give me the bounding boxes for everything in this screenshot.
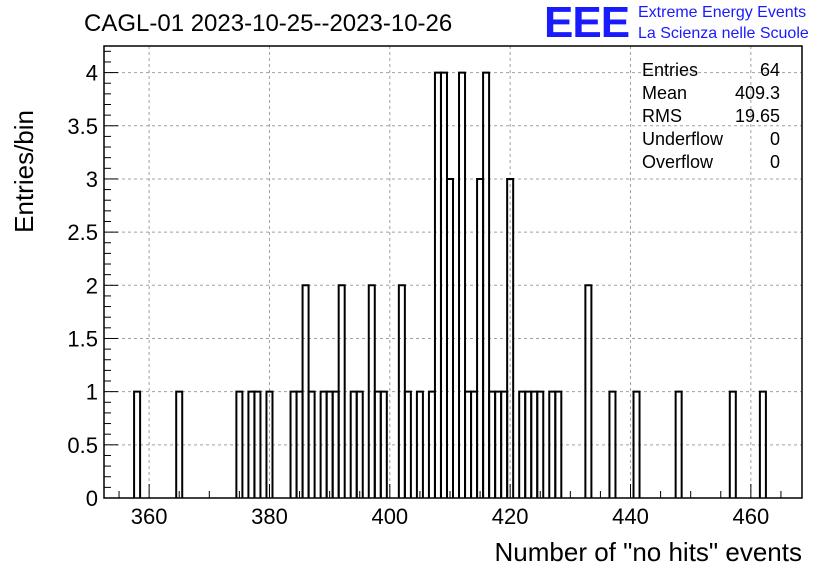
y-axis-label: Entries/bin — [4, 110, 44, 233]
stat-row-overflow: Overflow 0 — [642, 151, 780, 174]
histogram-bar — [175, 390, 184, 498]
histogram-bar — [355, 390, 364, 498]
histogram-bar — [379, 390, 388, 498]
stat-row-mean: Mean 409.3 — [642, 82, 780, 105]
stat-row-underflow: Underflow 0 — [642, 128, 780, 151]
y-tick-label: 2 — [86, 273, 98, 298]
stat-value: 19.65 — [734, 106, 780, 126]
stat-value: 0 — [769, 129, 780, 149]
eee-logo: EEE Extreme Energy Events La Scienza nel… — [544, 0, 834, 48]
logo-text-line1: Extreme Energy Events — [638, 4, 807, 21]
y-tick-label: 1.5 — [67, 326, 98, 351]
stat-value: 409.3 — [734, 83, 780, 103]
histogram-bar — [445, 177, 454, 498]
histogram-bar — [506, 177, 515, 498]
x-tick-label: 420 — [492, 504, 529, 529]
stat-label: RMS — [642, 106, 682, 126]
y-tick-label: 3 — [86, 167, 98, 192]
plot-frame — [103, 45, 803, 499]
stat-label: Underflow — [642, 129, 724, 149]
y-axis-label-text: Entries/bin — [9, 110, 39, 233]
histogram-bar — [133, 390, 142, 498]
y-tick-label: 1 — [86, 380, 98, 405]
histogram-bar — [265, 390, 274, 498]
y-tick-label: 3.5 — [67, 114, 98, 139]
histogram-bar — [253, 390, 262, 498]
y-tick-label: 0 — [86, 486, 98, 511]
stat-row-entries: Entries 64 — [642, 59, 780, 82]
chart-title: CAGL-01 2023-10-25--2023-10-26 — [84, 10, 453, 37]
stat-value: 64 — [759, 60, 780, 80]
histogram-bar — [674, 390, 683, 498]
x-tick-label: 400 — [371, 504, 408, 529]
x-tick-label: 440 — [612, 504, 649, 529]
x-axis-label: Number of "no hits" events — [494, 537, 803, 567]
stat-value: 0 — [769, 152, 780, 172]
y-tick-label: 0.5 — [67, 433, 98, 458]
histogram-bar — [307, 390, 316, 498]
histogram-bar — [608, 390, 617, 498]
stat-label: Mean — [642, 83, 688, 103]
histogram-bar — [337, 284, 346, 498]
histogram-bar — [536, 390, 545, 498]
x-tick-label: 460 — [732, 504, 769, 529]
histogram-bar — [482, 71, 491, 498]
histogram-bar — [403, 390, 412, 498]
histogram-bar — [632, 390, 641, 498]
stat-label: Entries — [642, 60, 699, 80]
logo-text-line2: La Scienza nelle Scuole — [638, 25, 809, 42]
histogram-bar — [554, 390, 563, 498]
histogram-bar — [758, 390, 767, 498]
stats-box: Entries 64 Mean 409.3 RMS 19.65 Underflo… — [642, 59, 780, 174]
histogram-bar — [458, 71, 467, 498]
y-tick-label: 4 — [86, 61, 98, 86]
histogram-bar — [415, 390, 424, 498]
histogram-bar — [584, 284, 593, 498]
stat-label: Overflow — [642, 152, 714, 172]
x-tick-label: 380 — [251, 504, 288, 529]
x-tick-label: 360 — [131, 504, 168, 529]
y-tick-label: 2.5 — [67, 220, 98, 245]
histogram-bar — [235, 390, 244, 498]
stat-row-rms: RMS 19.65 — [642, 105, 780, 128]
histogram-bar — [728, 390, 737, 498]
logo-mark: EEE — [544, 0, 630, 47]
